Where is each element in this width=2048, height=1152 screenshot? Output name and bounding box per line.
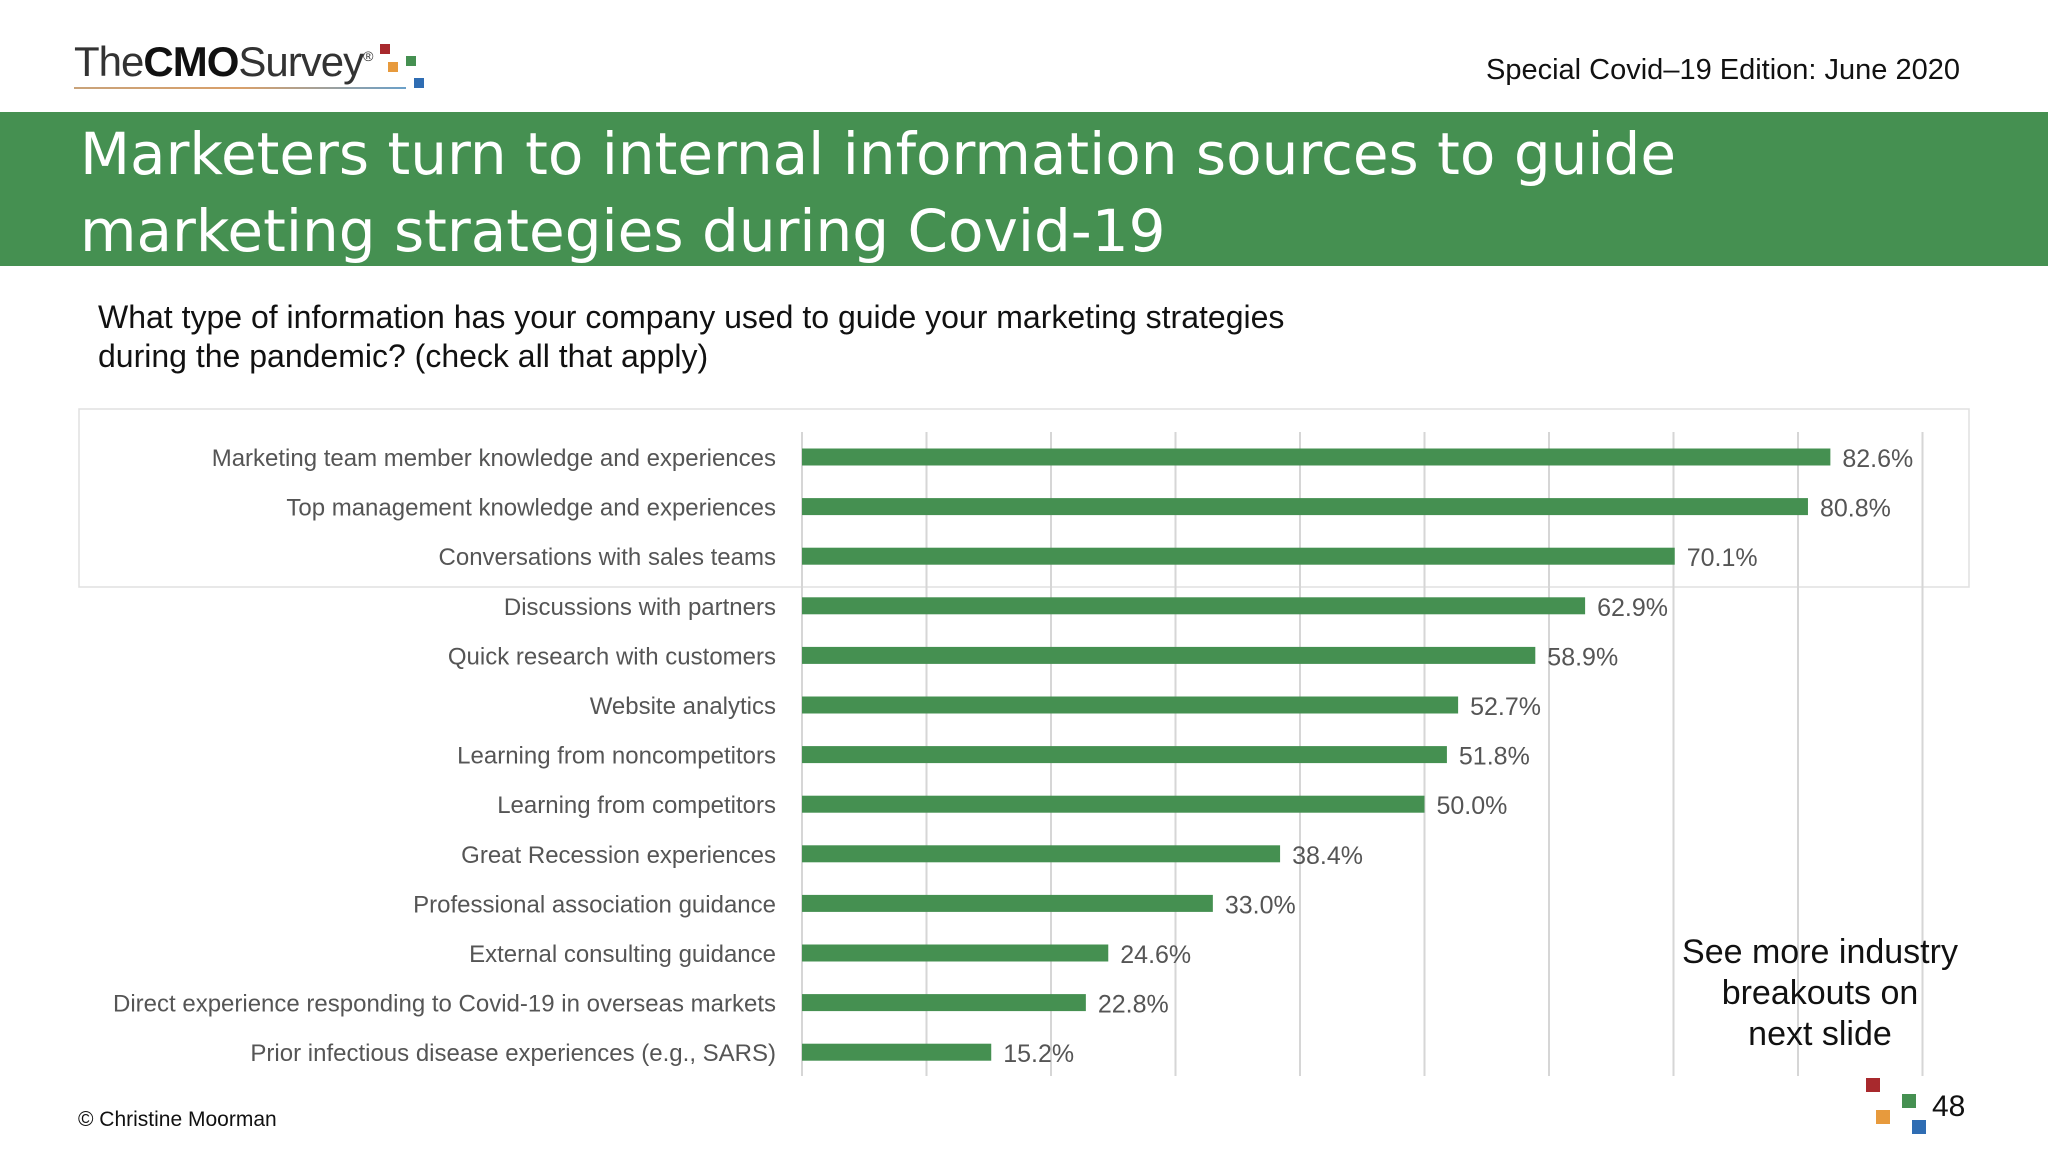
logo-square-red (380, 44, 390, 54)
footer-square-orange (1876, 1110, 1890, 1124)
value-label-2: 70.1% (1687, 544, 1758, 572)
logo-registered-mark: ® (363, 48, 373, 64)
logo-square-blue (414, 78, 424, 88)
bar-2 (802, 547, 1675, 565)
bar-11 (802, 994, 1086, 1012)
category-label-11: Direct experience responding to Covid-19… (113, 991, 776, 1018)
category-label-6: Learning from noncompetitors (457, 743, 776, 770)
title-banner: Marketers turn to internal information s… (0, 112, 2048, 266)
breakout-note: See more industry breakouts on next slid… (1660, 932, 1980, 1055)
category-label-10: External consulting guidance (469, 941, 776, 968)
logo-word-the: The (74, 38, 144, 85)
category-label-3: Discussions with partners (504, 594, 776, 621)
breakout-note-line-2: breakouts on (1721, 974, 1919, 1012)
value-label-12: 15.2% (1003, 1040, 1074, 1068)
logo-word-cmo: CMO (143, 38, 239, 85)
footer-square-blue (1912, 1120, 1926, 1134)
survey-question-line-1: What type of information has your compan… (98, 299, 1285, 335)
edition-label: Special Covid–19 Edition: June 2020 (1486, 54, 1960, 86)
bar-4 (802, 646, 1536, 664)
page-title: Marketers turn to internal information s… (80, 116, 1880, 270)
value-label-11: 22.8% (1098, 991, 1169, 1019)
chart-category-labels: Marketing team member knowledge and expe… (113, 445, 776, 1067)
breakout-note-line-1: See more industry (1682, 933, 1958, 971)
footer-square-green (1902, 1094, 1916, 1108)
page-title-line-2: marketing strategies during Covid-19 (80, 197, 1166, 265)
category-label-1: Top management knowledge and experiences (286, 495, 776, 522)
chart-value-labels: 82.6% 80.8% 70.1% 62.9% 58.9%52.7% 51.8% 50.0%… (1003, 445, 1913, 1068)
breakout-note-line-3: next slide (1748, 1015, 1892, 1053)
bar-0 (802, 448, 1831, 466)
bar-10 (802, 944, 1109, 962)
cmo-survey-logo: TheCMOSurvey® (74, 38, 424, 98)
category-label-9: Professional association guidance (413, 891, 776, 918)
bar-6 (802, 746, 1447, 764)
value-label-3: 62.9% (1597, 594, 1668, 622)
chart-highlight-frame (78, 408, 1970, 588)
logo-square-orange (388, 62, 398, 72)
value-label-1: 80.8% (1820, 495, 1891, 523)
bar-5 (802, 696, 1459, 714)
category-label-7: Learning from competitors (497, 792, 776, 819)
survey-question: What type of information has your compan… (98, 298, 1398, 376)
page-title-line-1: Marketers turn to internal information s… (80, 120, 1677, 188)
logo-square-green (406, 56, 416, 66)
bar-12 (802, 1043, 992, 1061)
logo-word-survey: Survey (238, 38, 364, 85)
bar-7 (802, 795, 1425, 813)
value-label-7: 50.0% (1437, 792, 1508, 820)
value-label-0: 82.6% (1842, 445, 1913, 473)
survey-question-line-2: during the pandemic? (check all that app… (98, 338, 709, 374)
chart-bars (802, 448, 1831, 1061)
logo-underline (74, 87, 406, 89)
bar-8 (802, 845, 1281, 863)
category-label-0: Marketing team member knowledge and expe… (212, 445, 776, 472)
copyright: © Christine Moorman (78, 1108, 277, 1131)
page-number: 48 (1932, 1090, 1966, 1123)
category-label-8: Great Recession experiences (461, 842, 776, 869)
bar-3 (802, 597, 1586, 615)
value-label-6: 51.8% (1459, 743, 1530, 771)
footer-square-red (1866, 1078, 1880, 1092)
category-label-5: Website analytics (590, 693, 776, 720)
value-label-10: 24.6% (1120, 941, 1191, 969)
value-label-4: 58.9% (1547, 643, 1618, 671)
bar-1 (802, 498, 1808, 516)
value-label-5: 52.7% (1470, 693, 1541, 721)
category-label-4: Quick research with customers (448, 643, 776, 670)
value-label-8: 38.4% (1292, 842, 1363, 870)
category-label-12: Prior infectious disease experiences (e.… (250, 1040, 776, 1067)
category-label-2: Conversations with sales teams (439, 544, 776, 571)
bar-9 (802, 894, 1213, 912)
value-label-9: 33.0% (1225, 891, 1296, 919)
